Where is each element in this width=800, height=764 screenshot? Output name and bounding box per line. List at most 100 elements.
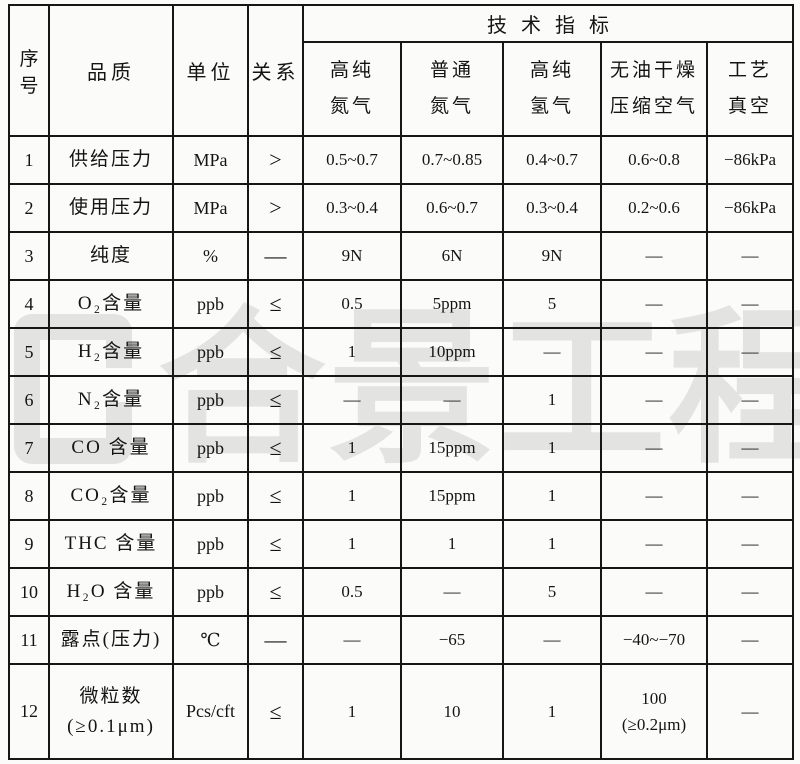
row-value: 5ppm	[400, 279, 504, 329]
row-serial: 8	[8, 471, 50, 521]
row-value: 0.2~0.6	[600, 183, 708, 233]
row-value: 0.5~0.7	[302, 135, 402, 185]
table-row: 3 纯度 % — 9N 6N 9N — —	[8, 231, 795, 281]
row-serial: 11	[8, 615, 50, 665]
header-tech-title: 技术指标	[301, 4, 795, 43]
table-row: 10 H₂O 含量 ppb ≤ 0.5 — 5 — —	[8, 567, 795, 617]
table-row: 5 H₂含量 ppb ≤ 1 10ppm — — —	[8, 327, 795, 377]
row-relation: ≤	[247, 375, 304, 425]
row-value: —	[705, 567, 795, 617]
row-value: 0.6~0.7	[400, 183, 504, 233]
row-value: —	[302, 375, 402, 425]
row-relation: ≤	[247, 663, 304, 760]
row-value: —	[600, 231, 708, 281]
row-value: —	[705, 423, 795, 473]
row-unit: ppb	[172, 279, 249, 329]
row-value: 1	[502, 471, 602, 521]
row-relation: —	[247, 231, 304, 281]
row-value: —	[400, 375, 504, 425]
row-value: 15ppm	[400, 423, 504, 473]
row-serial: 5	[8, 327, 50, 377]
row-relation: ≤	[247, 471, 304, 521]
row-quality: H₂O 含量	[48, 567, 174, 617]
row-value: 5	[502, 567, 602, 617]
row-quality: 微粒数 (≥0.1μm)	[48, 663, 174, 760]
row-value: —	[600, 423, 708, 473]
row-value: 0.3~0.4	[302, 183, 402, 233]
row-unit: Pcs/cft	[172, 663, 249, 760]
row-value: 0.3~0.4	[502, 183, 602, 233]
row-serial: 7	[8, 423, 50, 473]
row-relation: ≤	[247, 423, 304, 473]
row-value: 9N	[502, 231, 602, 281]
row-value: —	[705, 615, 795, 665]
row-unit: ppb	[172, 471, 249, 521]
table-row: 12 微粒数 (≥0.1μm) Pcs/cft ≤ 1 10 1 100 (≥0…	[8, 663, 795, 760]
row-unit: MPa	[172, 183, 249, 233]
row-unit: MPa	[172, 135, 249, 185]
row-value: 100 (≥0.2μm)	[600, 663, 708, 760]
row-value: 0.7~0.85	[400, 135, 504, 185]
row-serial: 9	[8, 519, 50, 569]
row-value: 1	[400, 519, 504, 569]
row-value: —	[600, 567, 708, 617]
row-value: —	[705, 471, 795, 521]
row-value: —	[400, 567, 504, 617]
table-row: 6 N₂含量 ppb ≤ — — 1 — —	[8, 375, 795, 425]
header-gas-process-vacuum: 工艺 真空	[705, 41, 795, 137]
row-value: —	[600, 471, 708, 521]
row-value: 5	[502, 279, 602, 329]
row-unit: ppb	[172, 567, 249, 617]
table-body: 1 供给压力 MPa > 0.5~0.7 0.7~0.85 0.4~0.7 0.…	[8, 135, 795, 760]
row-relation: ≤	[247, 327, 304, 377]
row-quality: THC 含量	[48, 519, 174, 569]
table-header: 序号 品质 单位 关系 技术指标 高纯 氮气 普通 氮气 高纯 氢气 无油干燥 …	[8, 4, 795, 137]
row-relation: ≤	[247, 519, 304, 569]
row-unit: ppb	[172, 327, 249, 377]
row-relation: ≤	[247, 279, 304, 329]
row-value: —	[600, 375, 708, 425]
header-quality: 品质	[48, 4, 174, 137]
header-unit: 单位	[172, 4, 249, 137]
row-value: −86kPa	[705, 183, 795, 233]
row-quality: CO 含量	[48, 423, 174, 473]
table-row: 7 CO 含量 ppb ≤ 1 15ppm 1 — —	[8, 423, 795, 473]
row-unit: ppb	[172, 519, 249, 569]
row-value: —	[705, 279, 795, 329]
row-value: 1	[302, 423, 402, 473]
row-value: 1	[502, 663, 602, 760]
row-quality: 供给压力	[48, 135, 174, 185]
header-gas-compressed-air: 无油干燥 压缩空气	[600, 41, 708, 137]
row-relation: >	[247, 135, 304, 185]
row-value: 0.5	[302, 279, 402, 329]
row-serial: 6	[8, 375, 50, 425]
table-row: 1 供给压力 MPa > 0.5~0.7 0.7~0.85 0.4~0.7 0.…	[8, 135, 795, 185]
row-quality: 使用压力	[48, 183, 174, 233]
row-value: 9N	[302, 231, 402, 281]
row-value: 10	[400, 663, 504, 760]
row-value: 1	[502, 519, 602, 569]
row-value: —	[705, 519, 795, 569]
row-relation: >	[247, 183, 304, 233]
row-value: 1	[302, 519, 402, 569]
row-serial: 4	[8, 279, 50, 329]
row-quality: O₂含量	[48, 279, 174, 329]
row-serial: 3	[8, 231, 50, 281]
header-serial: 序号	[8, 4, 50, 137]
row-value: −86kPa	[705, 135, 795, 185]
row-value: 1	[502, 375, 602, 425]
header-gas-hp-nitrogen: 高纯 氮气	[302, 41, 402, 137]
row-value: —	[502, 615, 602, 665]
row-value: —	[705, 663, 795, 760]
row-value: 10ppm	[400, 327, 504, 377]
row-value: −40~−70	[600, 615, 708, 665]
row-value: 0.4~0.7	[502, 135, 602, 185]
row-value: 6N	[400, 231, 504, 281]
row-unit: ℃	[172, 615, 249, 665]
row-serial: 10	[8, 567, 50, 617]
row-value: —	[600, 279, 708, 329]
row-value: 1	[302, 663, 402, 760]
row-quality: 露点(压力)	[48, 615, 174, 665]
table-row: 4 O₂含量 ppb ≤ 0.5 5ppm 5 — —	[8, 279, 795, 329]
row-relation: ≤	[247, 567, 304, 617]
